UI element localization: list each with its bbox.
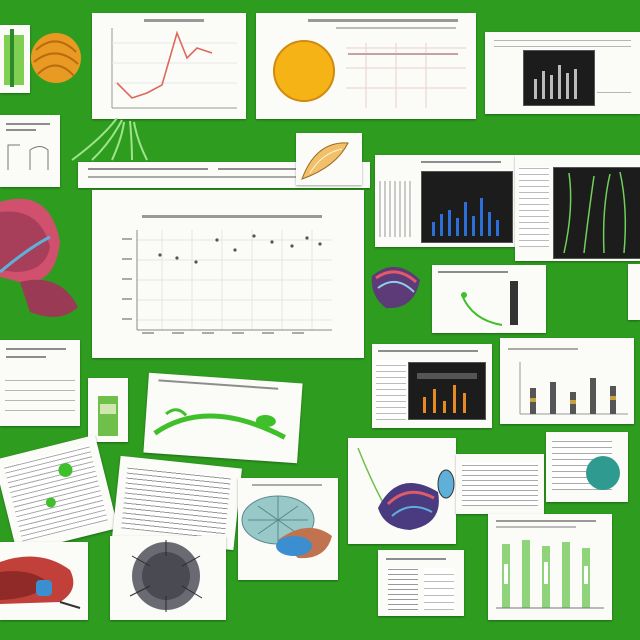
small-green-card: [88, 378, 128, 442]
monitor-card-orange: [372, 344, 492, 428]
sprout-chart-card: [432, 265, 546, 333]
mesh-illustration-card: [238, 478, 338, 580]
scatter-chart-card: [92, 190, 364, 358]
bar-columns-card: [500, 338, 634, 424]
bird-head-card: [0, 542, 88, 620]
fur-texture-card: [110, 536, 226, 620]
leaf-illustration-icon: [0, 198, 78, 317]
tilted-table-card: [0, 434, 119, 554]
scatter-chart: [122, 215, 332, 334]
dark-bars-card: [485, 32, 640, 114]
photo-card-green-stems: [0, 25, 30, 93]
fur-texture-icon: [129, 540, 203, 612]
teal-blob-card: [546, 432, 628, 502]
yarn-ball-icon: [31, 33, 81, 83]
bird-head-icon: [0, 556, 81, 609]
seed-illustration-card: [348, 438, 456, 544]
seed-pod-icon: [371, 266, 420, 309]
line-chart: [111, 19, 237, 109]
monitor-card-blue: [375, 155, 515, 247]
doc-card-lower-left: [0, 340, 80, 426]
monitor-card-green: [515, 155, 640, 261]
sun-circle-icon: [273, 40, 335, 102]
fruit-slice-card: [296, 133, 362, 185]
doc-card-left: [0, 115, 60, 187]
sun-chart-card: [256, 13, 476, 119]
green-bar-card: [488, 514, 612, 620]
edge-card-right: [628, 264, 640, 320]
fruit-slice-icon: [301, 142, 349, 180]
table-card-middle: [456, 454, 544, 514]
green-curve-card: [143, 372, 303, 464]
plant-sprout-icon: [71, 118, 148, 161]
line-chart-card: [92, 13, 246, 119]
doc-card-bottom: [378, 550, 464, 616]
